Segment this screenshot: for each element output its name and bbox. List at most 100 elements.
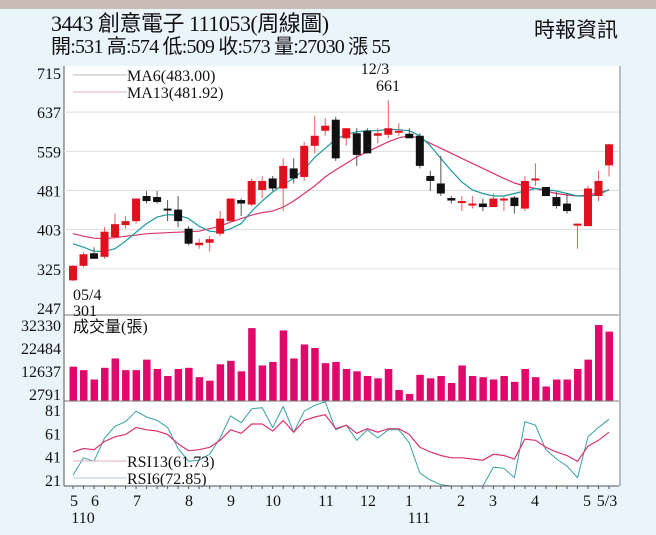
candle-down	[510, 197, 519, 207]
volume-bar	[111, 358, 120, 401]
month-label: 5/3	[597, 493, 617, 510]
volume-bar	[237, 371, 246, 401]
candle-up	[457, 201, 466, 204]
source-label: 時報資訊	[534, 18, 618, 42]
candle-up	[226, 198, 235, 222]
candle-up	[520, 180, 529, 209]
candle-up	[489, 198, 498, 208]
volume-bar	[489, 379, 498, 401]
price-tick-label: 403	[37, 223, 61, 240]
volume-bar	[374, 378, 382, 401]
volume-bar	[195, 377, 204, 401]
candle-down	[331, 119, 340, 159]
candle-up	[573, 223, 582, 226]
candle-down	[142, 196, 151, 202]
candle-up	[394, 130, 403, 133]
low-value-annotation: 301	[73, 303, 97, 320]
volume-tick-label: 2791	[29, 387, 61, 404]
month-label: 5	[70, 493, 78, 510]
volume-bar	[584, 359, 592, 401]
month-label: 8	[185, 493, 193, 510]
rsi13-line	[72, 414, 610, 463]
candle-up	[111, 224, 120, 238]
volume-bar	[416, 374, 424, 401]
candle-down	[289, 168, 298, 179]
rsi6-legend-label: RSI6(72.85)	[127, 471, 207, 488]
volume-bar	[227, 360, 235, 401]
volume-bar	[353, 371, 361, 401]
top-border	[0, 0, 656, 9]
price-tick-label: 637	[37, 105, 61, 122]
volume-bar	[458, 365, 466, 401]
volume-bar	[185, 367, 193, 401]
price-tick-label: 325	[37, 262, 61, 279]
volume-bar	[573, 368, 582, 401]
month-label: 12	[360, 493, 376, 510]
candle-down	[163, 208, 172, 211]
volume-bar	[164, 375, 172, 401]
candle-up	[216, 218, 225, 234]
candle-up	[310, 135, 319, 146]
candle-up	[69, 265, 77, 281]
volume-bar	[447, 383, 456, 401]
rsi-tick-label: 61	[45, 426, 61, 443]
candle-up	[373, 133, 382, 136]
candle-up	[279, 165, 288, 189]
price-tick-label: 559	[37, 144, 61, 161]
candle-up	[384, 128, 393, 135]
volume-bar	[405, 393, 414, 401]
month-label: 9	[227, 493, 235, 510]
low-date-annotation: 05/4	[73, 287, 101, 304]
candle-down	[478, 203, 487, 208]
candle-up	[205, 239, 214, 243]
volume-bar	[143, 359, 151, 401]
rsi-tick-label: 21	[45, 473, 61, 490]
candle-up	[605, 144, 613, 166]
volume-bar	[132, 370, 141, 401]
candle-down	[363, 130, 372, 154]
volume-bar	[384, 368, 393, 401]
volume-bar	[363, 375, 372, 401]
volume-bar	[269, 361, 277, 401]
volume-bar	[542, 386, 550, 401]
high-value-annotation: 661	[376, 78, 400, 95]
price-tick-label: 247	[37, 301, 61, 318]
candle-up	[247, 180, 256, 205]
candle-up	[121, 221, 130, 226]
volume-tick-label: 12637	[21, 364, 61, 381]
month-label: 3	[489, 493, 497, 510]
volume-bar	[258, 365, 267, 401]
volume-bar	[531, 377, 540, 401]
volume-bar	[122, 370, 130, 401]
candle-up	[468, 203, 477, 206]
candle-up	[300, 145, 309, 177]
ma13-legend-label: MA13(481.92)	[127, 85, 223, 102]
rsi-tick-label: 81	[45, 403, 61, 420]
volume-tick-label: 22484	[21, 341, 61, 358]
volume-bar	[521, 368, 529, 401]
price-tick-label: 715	[37, 66, 61, 83]
volume-bar	[153, 368, 162, 401]
volume-bar	[174, 368, 183, 401]
month-label: 7	[133, 493, 141, 510]
month-label: 11	[318, 493, 333, 510]
candle-up	[100, 231, 109, 257]
volume-bar	[80, 370, 88, 401]
candle-down	[268, 178, 277, 189]
volume-bar	[468, 375, 477, 401]
candle-down	[541, 186, 550, 197]
year-label: 110	[71, 510, 94, 527]
chart-title: 3443 創意電子 111053(周線圖)	[51, 11, 329, 36]
candle-up	[132, 198, 141, 222]
ma6-line	[72, 128, 610, 252]
candle-down	[426, 175, 435, 181]
candle-up	[342, 128, 351, 139]
volume-bar	[426, 378, 435, 401]
volume-bar	[552, 379, 561, 401]
month-label: 1	[405, 493, 413, 510]
volume-bar	[90, 379, 99, 401]
price-tick-label: 481	[37, 184, 61, 201]
volume-bar	[69, 366, 77, 401]
candle-down	[184, 228, 193, 244]
